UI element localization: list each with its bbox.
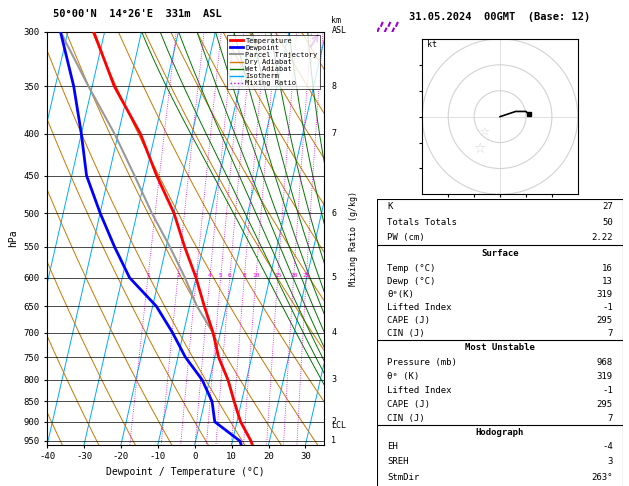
Text: Temp (°C): Temp (°C) <box>387 264 436 274</box>
Text: 16: 16 <box>602 264 613 274</box>
Text: 2.22: 2.22 <box>591 233 613 242</box>
Text: PW (cm): PW (cm) <box>387 233 425 242</box>
Text: 1: 1 <box>331 436 337 446</box>
Text: -1: -1 <box>602 303 613 312</box>
Y-axis label: hPa: hPa <box>8 229 18 247</box>
Text: θᵉ (K): θᵉ (K) <box>387 372 420 381</box>
Text: Surface: Surface <box>481 249 519 259</box>
Text: Totals Totals: Totals Totals <box>387 218 457 227</box>
Text: 5: 5 <box>219 273 223 278</box>
Text: CIN (J): CIN (J) <box>387 414 425 423</box>
Text: 3: 3 <box>331 376 337 384</box>
Text: -1: -1 <box>602 386 613 395</box>
Text: 15: 15 <box>274 273 282 278</box>
Text: 295: 295 <box>597 400 613 409</box>
Text: 7: 7 <box>331 129 337 138</box>
Text: θᵉ(K): θᵉ(K) <box>387 290 414 299</box>
Text: SREH: SREH <box>387 457 409 467</box>
Text: 7: 7 <box>608 414 613 423</box>
Text: 5: 5 <box>331 273 337 282</box>
Text: 4: 4 <box>208 273 212 278</box>
Text: 50: 50 <box>602 218 613 227</box>
Text: 8: 8 <box>331 82 337 91</box>
Text: K: K <box>387 203 392 211</box>
Text: Lifted Index: Lifted Index <box>387 386 452 395</box>
Legend: Temperature, Dewpoint, Parcel Trajectory, Dry Adiabat, Wet Adiabat, Isotherm, Mi: Temperature, Dewpoint, Parcel Trajectory… <box>227 35 320 89</box>
Text: 319: 319 <box>597 372 613 381</box>
Text: 8: 8 <box>243 273 247 278</box>
Text: 968: 968 <box>597 358 613 367</box>
Text: 4: 4 <box>331 328 337 337</box>
Text: ☆: ☆ <box>473 142 486 156</box>
Text: kt: kt <box>428 40 438 49</box>
Text: Lifted Index: Lifted Index <box>387 303 452 312</box>
Text: Hodograph: Hodograph <box>476 428 524 436</box>
Text: 295: 295 <box>597 316 613 325</box>
Text: Dewp (°C): Dewp (°C) <box>387 278 436 286</box>
Text: 20: 20 <box>290 273 298 278</box>
Text: Mixing Ratio (g/kg): Mixing Ratio (g/kg) <box>349 191 359 286</box>
Text: CAPE (J): CAPE (J) <box>387 400 430 409</box>
Text: 10: 10 <box>252 273 260 278</box>
Text: 319: 319 <box>597 290 613 299</box>
Text: 6: 6 <box>331 208 337 218</box>
Text: -4: -4 <box>602 442 613 451</box>
Text: 31.05.2024  00GMT  (Base: 12): 31.05.2024 00GMT (Base: 12) <box>409 12 591 22</box>
Text: 25: 25 <box>303 273 310 278</box>
Text: CAPE (J): CAPE (J) <box>387 316 430 325</box>
Text: 1: 1 <box>147 273 150 278</box>
Text: CIN (J): CIN (J) <box>387 329 425 338</box>
Text: 2: 2 <box>331 417 337 426</box>
Text: Pressure (mb): Pressure (mb) <box>387 358 457 367</box>
Text: 50°00'N  14°26'E  331m  ASL: 50°00'N 14°26'E 331m ASL <box>53 9 222 19</box>
Text: ☆: ☆ <box>479 127 489 137</box>
X-axis label: Dewpoint / Temperature (°C): Dewpoint / Temperature (°C) <box>106 467 265 477</box>
Text: 2: 2 <box>176 273 180 278</box>
Text: LCL: LCL <box>331 421 347 430</box>
Text: 3: 3 <box>194 273 198 278</box>
Text: 27: 27 <box>602 203 613 211</box>
Text: EH: EH <box>387 442 398 451</box>
Text: 263°: 263° <box>591 473 613 482</box>
Text: 6: 6 <box>228 273 231 278</box>
Text: 7: 7 <box>608 329 613 338</box>
Text: km
ASL: km ASL <box>331 16 347 35</box>
Text: 3: 3 <box>608 457 613 467</box>
Text: StmDir: StmDir <box>387 473 420 482</box>
Text: Most Unstable: Most Unstable <box>465 343 535 352</box>
Text: 13: 13 <box>602 278 613 286</box>
